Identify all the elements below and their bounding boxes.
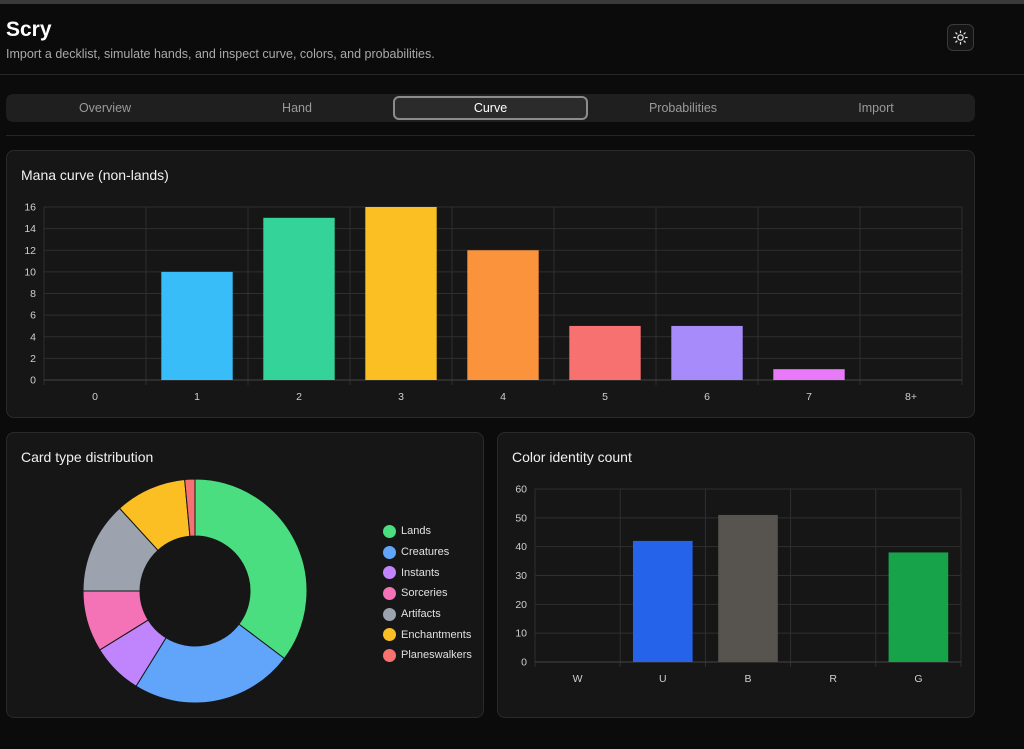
legend-label: Sorceries <box>401 587 448 600</box>
color-identity-card: Color identity count 0 10 20 30 40 50 60 W U B R G <box>497 432 975 718</box>
legend-item: Enchantments <box>383 624 472 645</box>
mana-curve-x-tick-label: 2 <box>296 391 302 403</box>
tab-bar: Overview Hand Curve Probabilities Import <box>6 94 975 122</box>
color-identity-bar <box>888 552 949 662</box>
color-identity-y-tick-label: 50 <box>515 512 527 524</box>
legend-item: Lands <box>383 521 472 542</box>
card-type-card: Card type distribution Lands Creatures Ins… <box>6 432 484 718</box>
mana-curve-x-tick-label: 1 <box>194 391 200 403</box>
donut-slice <box>184 478 196 537</box>
mana-curve-x-tick-label: 7 <box>806 391 812 403</box>
mana-curve-x-tick-label: 4 <box>500 391 506 403</box>
color-identity-y-tick-label: 30 <box>515 570 527 582</box>
color-identity-x-tick-label: B <box>744 673 751 685</box>
mana-curve-y-tick-label: 2 <box>30 353 36 365</box>
mana-curve-y-tick-label: 14 <box>24 223 36 235</box>
legend-swatch <box>383 648 396 662</box>
mana-curve-x-tick-label: 3 <box>398 391 404 403</box>
mana-curve-bar <box>671 325 743 380</box>
legend-label: Enchantments <box>401 628 472 641</box>
tab-curve[interactable]: Curve <box>393 96 588 120</box>
mana-curve-y-tick-label: 12 <box>24 245 36 257</box>
color-identity-y-tick-label: 60 <box>515 484 527 496</box>
color-identity-y-tick-label: 20 <box>515 599 527 611</box>
color-identity-y-tick-label: 10 <box>515 628 527 640</box>
tab-hand[interactable]: Hand <box>282 101 312 115</box>
color-identity-x-tick-label: R <box>829 673 837 685</box>
mana-curve-bar <box>365 207 437 380</box>
mana-curve-bar <box>773 369 845 380</box>
mana-curve-bar <box>467 250 539 380</box>
mana-curve-y-tick-label: 4 <box>30 331 36 343</box>
mana-curve-y-tick-label: 8 <box>30 288 36 300</box>
color-identity-x-tick-label: W <box>573 673 583 685</box>
donut-slice <box>135 623 286 704</box>
donut-slice <box>194 478 308 660</box>
mana-curve-y-tick-label: 6 <box>30 310 36 322</box>
legend-item: Instants <box>383 562 472 583</box>
legend-label: Lands <box>401 525 431 538</box>
mana-curve-x-tick-label: 0 <box>92 391 98 403</box>
legend-label: Artifacts <box>401 608 441 621</box>
color-identity-title: Color identity count <box>512 449 632 465</box>
tab-import[interactable]: Import <box>858 101 894 115</box>
color-identity-bar <box>718 514 778 662</box>
color-identity-bar <box>632 540 693 662</box>
color-identity-x-tick-label: G <box>914 673 922 685</box>
mana-curve-bar <box>263 217 335 380</box>
theme-toggle-button[interactable] <box>947 24 974 51</box>
tab-overview[interactable]: Overview <box>78 101 132 115</box>
card-type-donut-chart <box>82 478 308 704</box>
legend-swatch <box>383 586 396 600</box>
legend-swatch <box>383 545 396 559</box>
mana-curve-bar <box>569 325 641 380</box>
mana-curve-bar <box>161 271 233 380</box>
card-type-legend: Lands Creatures Instants Sorceries Artifacts… <box>383 521 472 666</box>
mana-curve-x-tick-label: 8+ <box>905 391 917 403</box>
legend-label: Planeswalkers <box>401 649 472 662</box>
legend-item: Creatures <box>383 542 472 563</box>
mana-curve-y-tick-label: 10 <box>24 266 36 278</box>
legend-swatch <box>383 628 396 642</box>
mana-curve-y-tick-label: 0 <box>30 375 36 387</box>
color-identity-y-tick-label: 40 <box>515 541 527 553</box>
color-identity-y-tick-label: 0 <box>521 657 527 669</box>
legend-swatch <box>383 607 396 621</box>
legend-swatch <box>383 524 396 538</box>
mana-curve-x-tick-label: 5 <box>602 391 608 403</box>
legend-label: Creatures <box>401 546 450 559</box>
mana-curve-title: Mana curve (non-lands) <box>21 167 169 183</box>
legend-swatch <box>383 566 396 580</box>
legend-item: Sorceries <box>383 583 472 604</box>
window-top-bar <box>0 0 1024 4</box>
color-identity-x-tick-label: U <box>659 673 667 685</box>
tab-probabilities[interactable]: Probabilities <box>648 101 718 115</box>
mana-curve-x-tick-label: 6 <box>704 391 710 403</box>
app-subtitle: Import a decklist, simulate hands, and i… <box>6 47 435 61</box>
legend-item: Artifacts <box>383 604 472 625</box>
mana-curve-y-tick-label: 16 <box>24 202 36 214</box>
card-type-title: Card type distribution <box>21 449 154 465</box>
mana-curve-card: Mana curve (non-lands) 0 2 4 6 8 10 12 14 16 0 1 2 3… <box>6 150 975 418</box>
app-title: Scry <box>6 18 52 41</box>
legend-item: Planeswalkers <box>383 645 472 666</box>
color-identity-chart: 0 10 20 30 40 50 60 W U B R G <box>515 484 962 685</box>
app-header: Scry Import a decklist, simulate hands, … <box>0 4 1024 75</box>
legend-label: Instants <box>401 566 440 579</box>
divider <box>6 135 975 136</box>
sun-icon <box>953 30 968 45</box>
